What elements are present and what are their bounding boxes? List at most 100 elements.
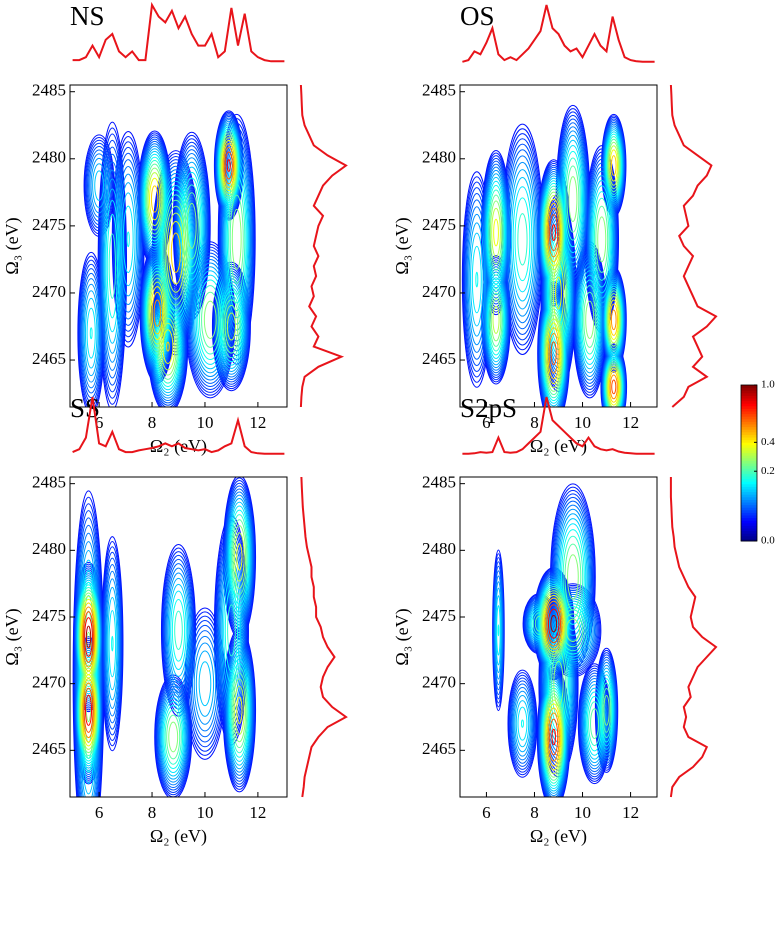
contour-line [227,651,252,770]
y-tick-label: 2465 [422,349,456,368]
x-tick-label: 8 [148,413,157,432]
contour-line [184,192,199,260]
contour-line [92,163,107,209]
x-axis-label: Ω₂ (eV) [150,436,207,457]
contour-line [555,504,591,650]
contour-line [592,191,611,288]
contour-line [494,587,502,674]
contour-line [549,718,559,756]
contour-line [559,523,587,631]
contour-line [100,146,125,386]
contour-line [485,173,508,292]
panel: 6 8 10 12 2465 2470 2475 2480 2485 Ω₂ (eV) Ω₃ (eV)… [392,1,718,457]
contour-line [606,136,622,195]
contour-line [159,691,188,783]
colorbar-strip [741,460,757,464]
x-tick-label: 6 [482,413,491,432]
contour-line [487,189,505,276]
y-tick-label: 2485 [32,473,66,492]
x-tick-label: 12 [622,413,639,432]
contour-line [492,305,500,334]
top-spectrum [72,396,285,455]
contour-line [538,582,569,666]
contour-line [223,299,240,354]
contour-line [231,672,248,749]
contour-line [78,586,99,688]
contour-line [545,198,562,267]
contour-line [221,294,242,359]
contour-line [170,232,181,273]
x-axis-label: Ω₂ (eV) [150,826,207,847]
contour-line [99,139,126,393]
contour-line [228,505,250,609]
colorbar-strip [741,426,757,430]
contour-line [80,674,97,747]
colorbar-strip [741,408,757,412]
contour-line [564,543,582,611]
contour-line [467,213,487,346]
contour-line [579,670,610,778]
contour-line [547,327,560,380]
contour-line [160,694,187,780]
contour-line [552,595,594,665]
y-tick-label: 2475 [32,606,66,625]
x-tick-label: 6 [95,413,104,432]
contour-line [226,159,231,172]
contour-line [203,300,217,339]
colorbar-strip [741,515,757,519]
contour-line [162,194,190,312]
contour-line [545,600,563,647]
contour-line [224,588,239,672]
contour-line [102,551,122,736]
x-tick-label: 6 [482,803,491,822]
contour-line [581,285,598,355]
panel-title: NS [70,1,105,31]
contour-line [466,206,488,353]
contour-line [146,167,163,231]
x-tick-label: 12 [249,413,266,432]
contour-line [515,700,530,748]
contour-line [144,160,165,239]
contour-line [151,291,163,335]
y-tick-label: 2480 [32,148,66,167]
contour-line [607,296,620,344]
x-tick-label: 10 [196,413,213,432]
contour-line [78,559,99,795]
contour-line [487,284,505,356]
contour-line [593,197,610,281]
contour-line [489,200,503,265]
colorbar-strip [741,392,757,396]
colorbar-tick-label: 0.4 [761,436,775,448]
colorbar-strip [741,437,757,441]
contour-line [606,290,622,350]
contour-line [231,208,242,270]
right-spectrum [300,476,348,798]
contour-line [83,611,95,663]
contour-line [604,129,623,202]
contour-line [229,194,244,284]
colorbar-strip [741,439,757,443]
colorbar-tick-label: 1.0 [761,379,775,391]
contour-line [149,281,166,345]
contour-line [165,567,192,694]
y-tick-label: 2470 [422,282,456,301]
colorbar-strip [741,491,757,495]
contour-line [195,274,225,365]
contour-line [106,213,118,319]
contour-line [607,141,620,190]
contour-line [84,617,93,657]
contour-line [508,674,537,773]
contour-line [608,371,619,403]
contour-line [605,359,623,407]
contour-line [79,570,98,784]
contour-line [577,262,603,378]
contour-line [224,151,233,180]
contour-line [82,682,95,739]
contour-line [190,630,220,738]
contour-line [107,597,118,691]
contour-line [236,543,243,571]
contour-line [579,274,600,365]
contour-line [611,379,617,395]
contour-line [122,205,134,274]
contour-line [604,358,623,407]
